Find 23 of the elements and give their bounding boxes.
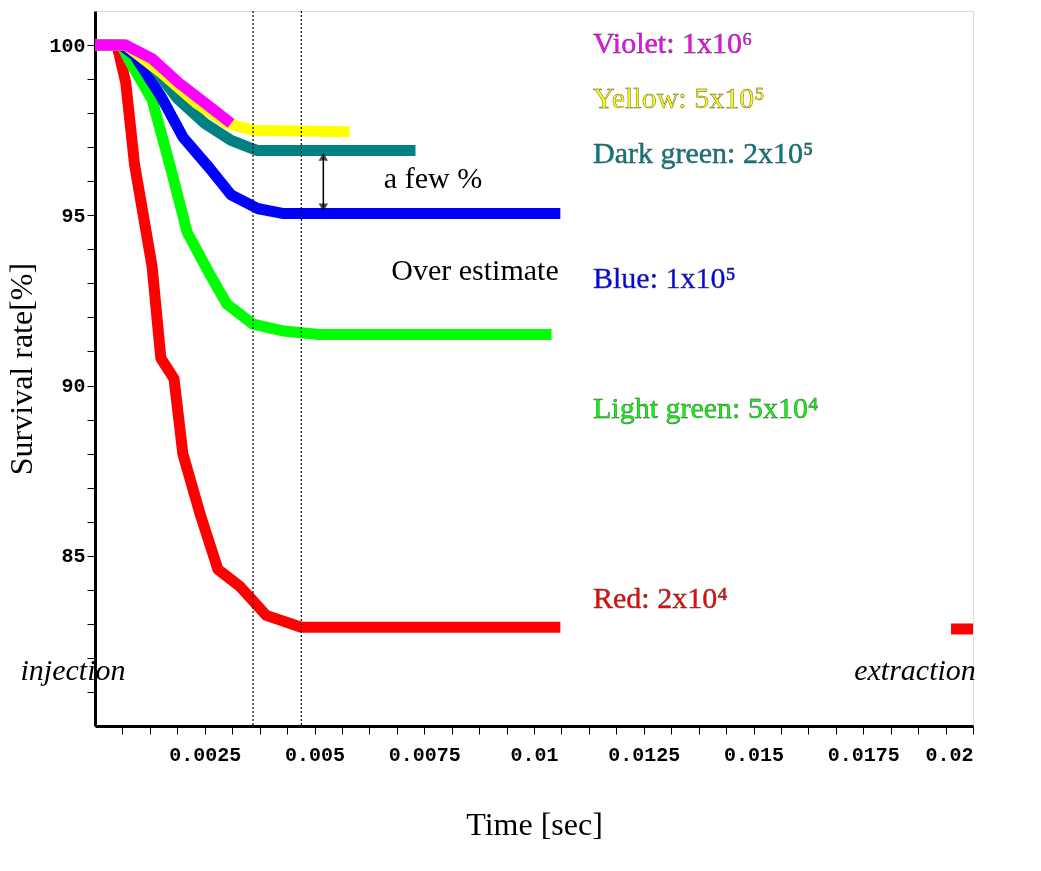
- x-tick-label: 0.005: [284, 743, 346, 767]
- annotation: Over estimate: [391, 253, 559, 286]
- x-tick-label: 0.0075: [388, 743, 461, 767]
- x-tick-label: 0.0125: [608, 743, 681, 767]
- x-tick-label: 0.0175: [827, 743, 900, 767]
- x-tick-label: 0.02: [925, 743, 974, 767]
- series-label: Blue: 1x10⁵: [593, 261, 736, 294]
- text: Violet: 1x10⁶: [593, 26, 753, 59]
- y-tick-label: 85: [61, 545, 86, 569]
- x-tick-label: 0.01: [510, 743, 559, 767]
- y-axis-title: Survival rate[%]: [3, 262, 40, 476]
- x-tick-label: 0.0025: [169, 743, 242, 767]
- y-tick-label: 90: [61, 375, 86, 399]
- x-tick-label: 0.015: [723, 743, 785, 767]
- text: Yellow: 5x10⁵: [593, 81, 765, 114]
- text: Light green: 5x10⁴: [593, 391, 819, 424]
- y-tick-label: 100: [49, 34, 86, 58]
- series-label: Red: 2x10⁴: [593, 581, 728, 614]
- annotation: a few %: [383, 161, 483, 194]
- annotation: extraction: [854, 653, 976, 686]
- x-axis-title: Time [sec]: [466, 805, 603, 842]
- y-tick-label: 95: [61, 204, 86, 228]
- text: Dark green: 2x10⁵: [593, 136, 814, 169]
